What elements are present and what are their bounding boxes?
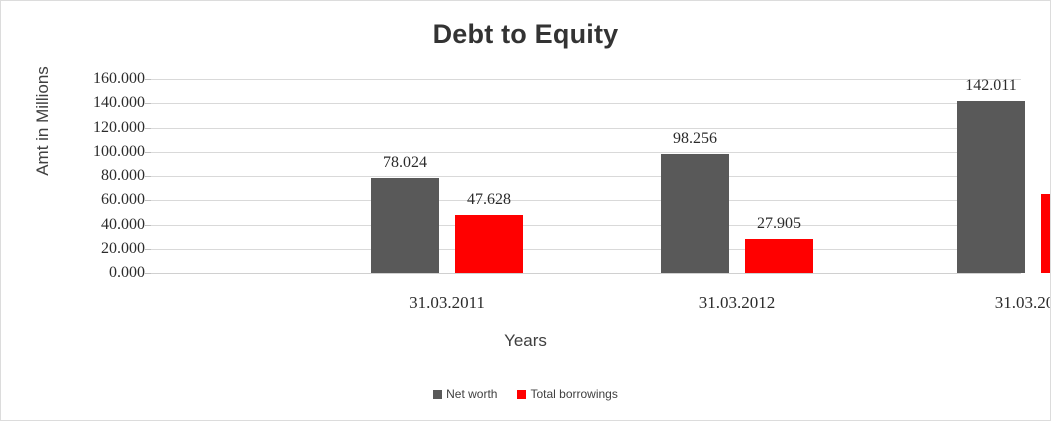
gridline xyxy=(151,224,1021,226)
y-axis-tick-label: 100.000 xyxy=(93,142,145,160)
y-axis-tick-label: 60.000 xyxy=(101,191,145,209)
y-axis-tick-label: 20.000 xyxy=(101,239,145,257)
x-axis-category-label: 31.03.2011 xyxy=(409,293,485,312)
gridline xyxy=(151,151,1021,153)
legend-label: Net worth xyxy=(446,387,498,401)
y-axis-tick-label: 0.000 xyxy=(109,264,145,281)
gridline xyxy=(151,176,1021,177)
y-axis-title: Amt in Millions xyxy=(33,66,52,176)
chart-legend: Net worth Total borrowings xyxy=(1,387,1050,401)
bar-value-label: 98.256 xyxy=(673,129,717,147)
gridline xyxy=(151,79,1021,80)
plot-area: 78.024 47.628 98.256 27.905 142.011 64.992 xyxy=(145,77,1050,274)
bar-value-label: 27.905 xyxy=(757,215,801,233)
legend-swatch-icon xyxy=(517,389,527,399)
gridline xyxy=(151,200,1021,202)
x-axis-category-label: 31.03.2012 xyxy=(698,293,776,312)
x-axis-title: Years xyxy=(504,331,547,350)
bar-borrowings xyxy=(745,239,813,273)
y-axis-tick-mark xyxy=(145,176,151,177)
y-axis-tick-mark xyxy=(145,200,151,202)
y-axis-tick-mark xyxy=(145,248,151,250)
y-axis-tick-label: 160.000 xyxy=(93,70,145,87)
y-axis-tick-label: 120.000 xyxy=(93,118,145,136)
y-axis-tick-label: 40.000 xyxy=(101,215,145,233)
y-axis-tick-mark xyxy=(145,151,151,153)
y-axis-tick-mark xyxy=(145,103,151,105)
gridline xyxy=(151,127,1021,129)
y-axis-tick-label: 80.000 xyxy=(101,167,145,184)
legend-label: Total borrowings xyxy=(530,387,618,401)
bar-value-label: 78.024 xyxy=(383,154,427,172)
legend-swatch-icon xyxy=(433,389,443,399)
bar-networth xyxy=(661,153,729,273)
bar-value-label: 142.011 xyxy=(965,76,1017,94)
bar-borrowings xyxy=(1041,194,1050,273)
x-axis-category-labels: 31.03.2011 31.03.2012 31.03.2013 xyxy=(151,293,1050,317)
bar-value-label: 64.992 xyxy=(1025,170,1050,188)
legend-item-borrowings[interactable]: Total borrowings xyxy=(517,387,618,401)
gridline xyxy=(151,103,1021,105)
gridline xyxy=(151,273,1021,274)
bar-networth xyxy=(957,100,1025,273)
y-axis-tick-label: 140.000 xyxy=(93,94,145,112)
bar-borrowings xyxy=(455,215,523,273)
y-axis-tick-labels: 0.000 20.000 40.000 60.000 80.000 100.000 120.… xyxy=(51,70,145,281)
legend-item-networth[interactable]: Net worth xyxy=(433,387,497,401)
x-axis-category-label: 31.03.2013 xyxy=(994,293,1050,312)
bar-value-label: 47.628 xyxy=(467,191,511,209)
gridline xyxy=(151,248,1021,250)
y-axis-tick-mark xyxy=(145,224,151,226)
y-axis-tick-mark xyxy=(145,127,151,129)
bar-networth xyxy=(371,178,439,273)
y-axis-tick-mark xyxy=(145,273,151,274)
y-axis-tick-mark xyxy=(145,79,151,80)
chart-title: Debt to Equity xyxy=(432,19,619,49)
